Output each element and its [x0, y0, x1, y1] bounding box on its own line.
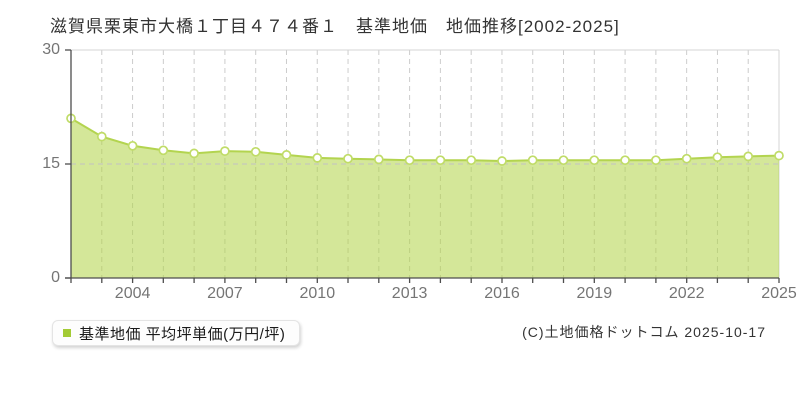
data-point	[127, 140, 138, 151]
x-tick-label: 2019	[577, 285, 613, 302]
data-point	[250, 146, 261, 157]
data-point	[343, 153, 353, 164]
x-tick-label: 2022	[669, 285, 705, 302]
data-point	[681, 153, 692, 164]
data-point	[404, 155, 415, 166]
data-point	[435, 155, 446, 166]
data-point	[158, 145, 169, 156]
x-tick-label: 2016	[484, 285, 520, 302]
copyright-credit: (C)土地価格ドットコム 2025-10-17	[522, 324, 766, 340]
data-point	[651, 155, 661, 166]
y-tick-label: 30	[42, 41, 60, 58]
series-line	[70, 117, 780, 163]
legend-label: 基準地価 平均坪単価(万円/坪)	[79, 325, 286, 343]
data-point	[589, 155, 600, 166]
data-point	[527, 155, 538, 166]
data-point	[312, 153, 323, 163]
data-point	[774, 150, 784, 161]
data-point	[620, 155, 630, 166]
y-tick-label: 15	[42, 155, 60, 172]
data-point	[373, 154, 384, 165]
data-point	[281, 150, 292, 160]
x-tick-label: 2007	[207, 285, 243, 302]
data-point	[189, 148, 199, 159]
y-tick-label: 0	[51, 269, 60, 286]
data-point	[96, 131, 107, 142]
x-tick-label: 2004	[115, 285, 151, 302]
x-tick-label: 2010	[300, 285, 336, 302]
data-point	[712, 152, 723, 163]
data-point	[743, 151, 754, 162]
data-point	[220, 146, 230, 156]
data-point	[558, 155, 569, 166]
legend-swatch-icon	[63, 329, 71, 337]
x-tick-label: 2013	[392, 285, 428, 302]
data-point	[466, 155, 477, 166]
x-tick-label: 2025	[761, 285, 797, 302]
data-point	[497, 156, 507, 166]
area-fill	[71, 118, 779, 279]
page-title: 滋賀県栗東市大橋１丁目４７４番１ 基準地価 地価推移[2002-2025]	[50, 17, 620, 36]
legend-box: 基準地価 平均坪単価(万円/坪)	[52, 320, 301, 346]
